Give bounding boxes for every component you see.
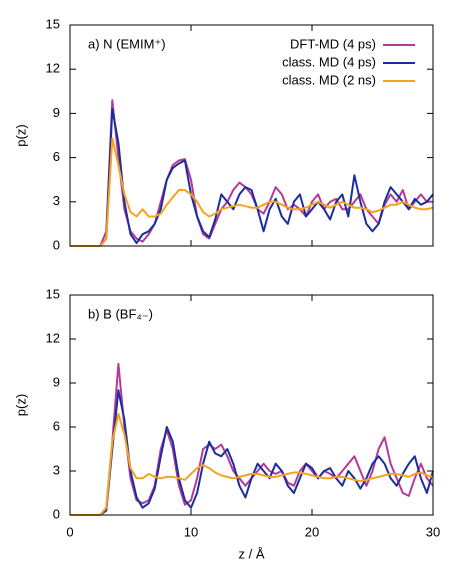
series-line <box>70 412 434 516</box>
y-tick-label: 12 <box>46 330 60 345</box>
panel-annotation: a) N (EMIM⁺) <box>88 36 166 51</box>
y-axis-label: p(z) <box>13 394 28 416</box>
series-line <box>70 108 434 247</box>
y-tick-label: 3 <box>53 193 60 208</box>
x-tick-label: 10 <box>184 524 198 539</box>
legend-label: class. MD (4 ps) <box>282 54 376 69</box>
y-tick-label: 15 <box>46 16 60 31</box>
y-tick-label: 0 <box>53 506 60 521</box>
y-tick-label: 0 <box>53 237 60 252</box>
y-tick-label: 9 <box>53 374 60 389</box>
x-axis-label: z / Å <box>238 546 264 561</box>
y-tick-label: 3 <box>53 462 60 477</box>
x-tick-label: 0 <box>66 524 73 539</box>
x-tick-label: 20 <box>305 524 319 539</box>
legend-label: class. MD (2 ns) <box>282 72 376 87</box>
y-tick-label: 6 <box>53 418 60 433</box>
panel-annotation: b) B (BF₄₋) <box>88 306 153 321</box>
legend-label: DFT-MD (4 ps) <box>290 36 376 51</box>
y-tick-label: 6 <box>53 149 60 164</box>
plot-frame <box>69 294 434 516</box>
y-axis-label: p(z) <box>13 124 28 146</box>
y-tick-label: 12 <box>46 61 60 76</box>
x-tick-label: 30 <box>426 524 440 539</box>
series-line <box>70 137 434 247</box>
series-line <box>70 389 434 516</box>
y-tick-label: 15 <box>46 286 60 301</box>
y-tick-label: 9 <box>53 105 60 120</box>
plot-frame <box>69 24 434 247</box>
